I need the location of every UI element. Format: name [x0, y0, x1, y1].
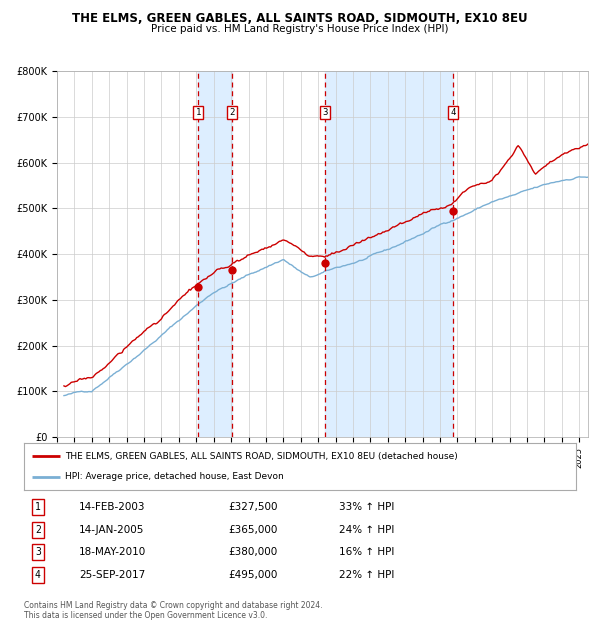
Text: 4: 4 [450, 108, 455, 117]
Text: £495,000: £495,000 [228, 570, 278, 580]
Text: 22% ↑ HPI: 22% ↑ HPI [338, 570, 394, 580]
Text: 25-SEP-2017: 25-SEP-2017 [79, 570, 145, 580]
Bar [325, 71, 453, 437]
Text: THE ELMS, GREEN GABLES, ALL SAINTS ROAD, SIDMOUTH, EX10 8EU (detached house): THE ELMS, GREEN GABLES, ALL SAINTS ROAD,… [65, 452, 458, 461]
Text: £365,000: £365,000 [228, 525, 278, 534]
Text: £327,500: £327,500 [228, 502, 278, 512]
Text: Contains HM Land Registry data © Crown copyright and database right 2024.: Contains HM Land Registry data © Crown c… [24, 601, 323, 611]
Text: 1: 1 [196, 108, 201, 117]
Text: 2: 2 [35, 525, 41, 534]
Text: 4: 4 [35, 570, 41, 580]
Text: 2: 2 [229, 108, 235, 117]
Bar [199, 71, 232, 437]
Text: Price paid vs. HM Land Registry's House Price Index (HPI): Price paid vs. HM Land Registry's House … [151, 24, 449, 33]
Text: 1: 1 [35, 502, 41, 512]
Text: HPI: Average price, detached house, East Devon: HPI: Average price, detached house, East… [65, 472, 284, 481]
Text: 18-MAY-2010: 18-MAY-2010 [79, 547, 146, 557]
Text: 16% ↑ HPI: 16% ↑ HPI [338, 547, 394, 557]
Text: 33% ↑ HPI: 33% ↑ HPI [338, 502, 394, 512]
Text: 14-JAN-2005: 14-JAN-2005 [79, 525, 145, 534]
Text: This data is licensed under the Open Government Licence v3.0.: This data is licensed under the Open Gov… [24, 611, 268, 620]
Text: 3: 3 [322, 108, 327, 117]
Text: £380,000: £380,000 [228, 547, 277, 557]
Text: 3: 3 [35, 547, 41, 557]
Text: 24% ↑ HPI: 24% ↑ HPI [338, 525, 394, 534]
Text: THE ELMS, GREEN GABLES, ALL SAINTS ROAD, SIDMOUTH, EX10 8EU: THE ELMS, GREEN GABLES, ALL SAINTS ROAD,… [72, 12, 528, 25]
Text: 14-FEB-2003: 14-FEB-2003 [79, 502, 146, 512]
